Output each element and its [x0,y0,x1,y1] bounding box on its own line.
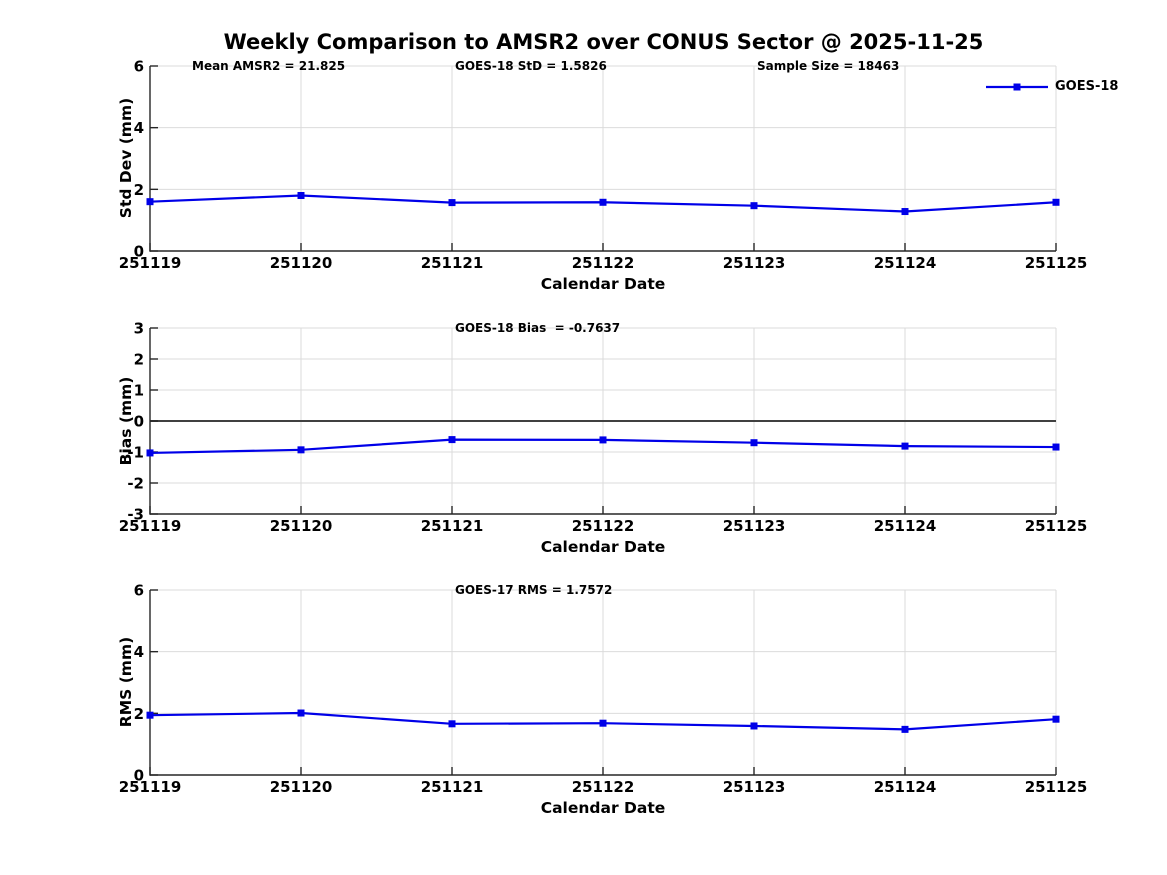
x-tick-label: 251121 [421,254,484,272]
annotation-goes17-rms: GOES-17 RMS = 1.7572 [455,583,613,597]
data-point-marker [297,709,305,717]
x-tick-label: 251119 [119,254,182,272]
data-point-marker [750,722,758,730]
x-axis-label-2: Calendar Date [540,538,666,556]
x-tick-label: 251125 [1025,254,1088,272]
data-point-marker [297,446,305,454]
y-tick-label: 3 [134,320,144,338]
y-axis-label-rms: RMS (mm) [117,636,135,728]
annotation-goes18-std: GOES-18 StD = 1.5826 [455,59,607,73]
y-tick-label: 2 [134,705,144,723]
x-tick-label: 251124 [874,517,937,535]
data-point-marker [599,436,607,444]
y-tick-label: 4 [134,643,144,661]
y-tick-label: 2 [134,181,144,199]
legend-series-label: GOES-18 [1055,79,1119,94]
legend: GOES-18 [986,79,1118,94]
annotation-sample-size: Sample Size = 18463 [757,59,900,73]
x-axis-label-3: Calendar Date [540,799,666,817]
x-tick-label: 251122 [572,778,635,796]
x-tick-label: 251120 [270,254,333,272]
x-tick-label: 251119 [119,517,182,535]
y-tick-label: 0 [134,767,144,785]
legend-square-marker-icon [1013,83,1021,90]
annotation-goes18-bias: GOES-18 Bias = -0.7637 [455,321,621,335]
data-point-marker [146,198,154,206]
x-tick-label: 251122 [572,254,635,272]
x-tick-label: 251123 [723,517,786,535]
x-tick-label: 251124 [874,778,937,796]
x-tick-label: 251125 [1025,778,1088,796]
y-axis-label-stddev: Std Dev (mm) [117,97,135,219]
data-point-marker [599,198,607,206]
data-point-marker [1052,198,1060,206]
y-tick-label: 1 [134,382,144,400]
data-point-marker [1052,443,1060,451]
y-tick-label: 0 [134,413,144,431]
x-tick-label: 251120 [270,517,333,535]
y-tick-label: -2 [127,475,144,493]
x-tick-label: 251123 [723,254,786,272]
data-point-marker [297,192,305,199]
data-point-marker [448,720,456,728]
data-point-marker [599,719,607,727]
x-tick-label: 251123 [723,778,786,796]
data-point-marker [448,199,456,207]
data-point-marker [901,442,909,450]
chart-title: Weekly Comparison to AMSR2 over CONUS Se… [223,30,984,54]
data-point-marker [146,711,154,719]
data-point-marker [448,436,456,444]
y-tick-label: 4 [134,119,144,137]
y-axis-label-bias: Bias (mm) [117,376,135,466]
y-tick-label: 6 [134,582,144,600]
legend-line-sample [986,83,1048,90]
data-point-marker [901,208,909,216]
x-tick-label: 251125 [1025,517,1088,535]
x-tick-label: 251121 [421,517,484,535]
data-point-marker [750,439,758,447]
data-point-marker [901,725,909,733]
y-tick-label: 6 [134,58,144,76]
data-point-marker [1052,715,1060,723]
x-tick-label: 251121 [421,778,484,796]
y-tick-label: 2 [134,351,144,369]
y-tick-label: -1 [127,444,144,462]
x-tick-label: 251119 [119,778,182,796]
y-tick-label: -3 [127,506,144,524]
x-axis-label-1: Calendar Date [540,275,666,293]
x-tick-label: 251122 [572,517,635,535]
annotation-mean-amsr2: Mean AMSR2 = 21.825 [192,59,346,73]
y-tick-label: 0 [134,243,144,261]
data-point-marker [146,449,154,457]
x-tick-label: 251120 [270,778,333,796]
x-tick-label: 251124 [874,254,937,272]
data-point-marker [750,202,758,210]
